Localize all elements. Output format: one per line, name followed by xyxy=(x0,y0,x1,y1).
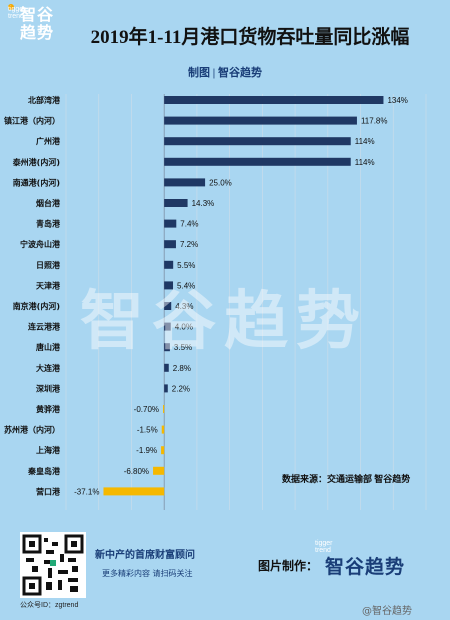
bar xyxy=(164,199,188,207)
data-label: 3.5% xyxy=(174,343,192,352)
data-label: 4.3% xyxy=(175,302,193,311)
bar xyxy=(164,343,170,352)
data-label: 25.0% xyxy=(209,178,232,187)
logo-vertical-text: tigger trend xyxy=(8,6,26,20)
qr-code-icon[interactable] xyxy=(20,532,86,598)
data-label: 7.2% xyxy=(180,240,198,249)
data-label: 117.8% xyxy=(361,117,388,126)
bar xyxy=(164,363,169,372)
category-label: 泰州港(内河) xyxy=(12,157,60,167)
data-label: -1.9% xyxy=(136,446,157,455)
data-label: 2.8% xyxy=(173,364,191,373)
data-label: 5.4% xyxy=(177,281,195,290)
bar xyxy=(161,425,165,434)
category-label: 南通港(内河) xyxy=(13,177,60,187)
bar xyxy=(164,384,168,393)
data-label: 134% xyxy=(387,96,407,105)
data-label: 7.4% xyxy=(180,220,198,229)
category-label: 连云港港 xyxy=(28,322,61,332)
bar xyxy=(164,260,174,269)
promo-subline: 更多精彩内容 请扫码关注 xyxy=(102,569,193,578)
category-label: 广州港 xyxy=(36,136,61,146)
credit-logo: tigger trend 智谷趋势 xyxy=(315,540,435,580)
data-label: 4.0% xyxy=(175,323,193,332)
data-label: 5.5% xyxy=(177,261,195,270)
promo-headline: 新中产的首席财富顾问 xyxy=(95,550,195,561)
category-label: 上海港 xyxy=(36,445,61,455)
bar xyxy=(103,487,165,496)
category-label: 天津港 xyxy=(36,280,61,290)
category-label: 深圳港 xyxy=(36,383,61,393)
data-label: 114% xyxy=(355,158,375,167)
bar xyxy=(164,219,177,228)
data-label: -6.80% xyxy=(124,467,149,476)
data-source: 数据来源：交通运输部 智谷趋势 xyxy=(282,474,411,484)
bar xyxy=(153,466,165,475)
bar-chart: -60.0%-40.0%-20.0%0.0%20.0%40.0%60.0%80.… xyxy=(4,94,440,520)
data-label: -37.1% xyxy=(74,487,99,496)
chart-subtitle: 制图 | 智谷趋势 xyxy=(188,67,262,79)
bar xyxy=(164,302,172,310)
bar xyxy=(164,137,351,146)
bar xyxy=(164,322,171,331)
category-label: 大连港 xyxy=(36,363,61,373)
data-label: 114% xyxy=(355,137,375,146)
category-label: 日照港 xyxy=(36,260,61,270)
category-label: 宁波舟山港 xyxy=(20,239,61,249)
category-label: 烟台港 xyxy=(36,198,61,208)
bar xyxy=(161,446,165,455)
category-label: 黄骅港 xyxy=(36,404,61,414)
bar xyxy=(164,96,384,104)
logo-text: 智谷趋势 xyxy=(20,5,55,42)
category-label: 秦皇岛港 xyxy=(27,466,61,476)
logo-dot-icon xyxy=(8,4,14,10)
chart-title: 2019年1-11月港口货物吞吐量同比涨幅 xyxy=(90,27,410,48)
category-label: 青岛港 xyxy=(36,219,61,229)
data-label: 14.3% xyxy=(192,199,215,208)
category-label: 唐山港 xyxy=(36,342,61,352)
bar xyxy=(164,157,351,166)
bar xyxy=(164,240,176,249)
bar xyxy=(164,281,174,290)
data-label: -0.70% xyxy=(134,405,159,414)
qr-account-id: 公众号ID：zgtrend xyxy=(20,602,79,609)
category-label: 苏州港（内河） xyxy=(4,425,60,435)
bar xyxy=(164,178,206,187)
weibo-handle: @智谷趋势 xyxy=(362,606,412,617)
credit-logo-text: 智谷趋势 xyxy=(325,556,406,578)
category-label: 镇江港（内河） xyxy=(4,116,60,126)
category-label: 南京港(内河) xyxy=(13,301,60,311)
data-label: 2.2% xyxy=(172,384,190,393)
bar xyxy=(163,405,165,413)
credit-logo-vertical-text: tigger trend xyxy=(315,540,333,554)
category-label: 北部湾港 xyxy=(28,95,61,105)
bar xyxy=(164,116,357,125)
credit-label: 图片制作： xyxy=(258,559,319,573)
brand-logo: tigger trend 智谷趋势 xyxy=(6,4,76,46)
category-label: 营口港 xyxy=(36,486,61,496)
data-label: -1.5% xyxy=(137,426,158,435)
